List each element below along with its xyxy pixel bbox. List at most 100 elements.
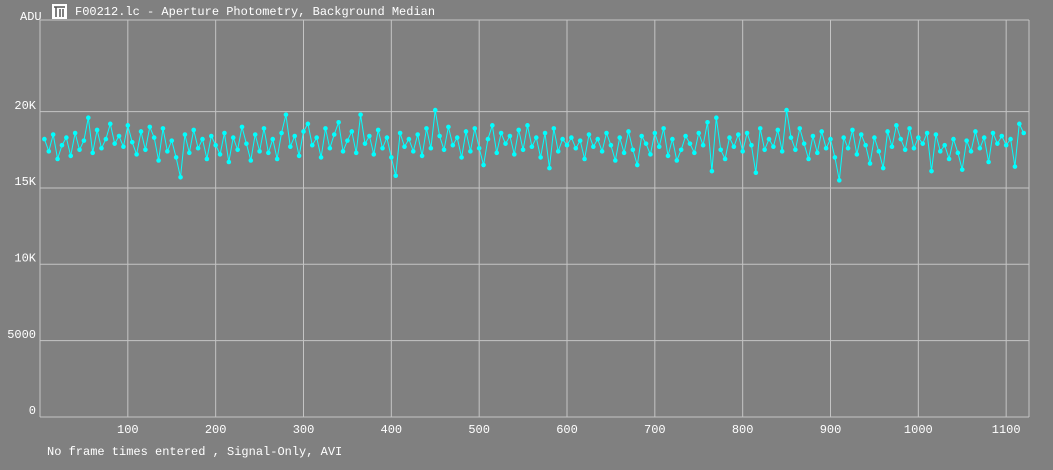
data-point	[362, 141, 368, 146]
x-tick-label: 1000	[904, 423, 933, 437]
x-tick-label: 400	[381, 423, 403, 437]
data-point	[876, 149, 882, 154]
data-point	[692, 150, 697, 156]
data-point	[283, 112, 289, 117]
data-point	[898, 136, 904, 142]
data-point	[147, 124, 153, 130]
data-point	[99, 145, 104, 151]
data-point	[973, 129, 978, 134]
data-point	[200, 136, 205, 142]
data-point	[490, 123, 495, 128]
data-point	[665, 153, 671, 159]
data-point	[577, 138, 583, 143]
data-point	[678, 147, 684, 153]
data-point	[270, 136, 276, 142]
data-point	[867, 161, 873, 166]
series-line	[43, 110, 1025, 181]
data-point	[880, 165, 886, 171]
data-point	[872, 135, 877, 140]
data-point	[964, 138, 969, 143]
data-point	[213, 142, 218, 148]
data-point	[788, 135, 794, 140]
data-point	[779, 149, 785, 154]
x-tick-label: 500	[468, 423, 490, 437]
data-point	[832, 155, 838, 160]
data-point	[951, 136, 956, 142]
status-text: No frame times entered , Signal-Only, AV…	[47, 445, 342, 459]
data-point	[367, 133, 372, 139]
y-axis-label: ADU	[20, 10, 42, 24]
data-point	[661, 126, 666, 131]
data-point	[894, 123, 899, 128]
data-point	[551, 126, 557, 131]
data-point	[929, 168, 934, 174]
data-point	[257, 149, 262, 154]
data-point	[793, 147, 798, 153]
data-point	[714, 115, 719, 121]
data-point	[955, 150, 961, 156]
data-point	[371, 152, 377, 157]
x-tick-label: 200	[205, 423, 227, 437]
data-point	[472, 126, 478, 131]
data-point	[687, 141, 693, 146]
data-point	[608, 142, 614, 148]
data-point	[643, 141, 649, 146]
data-point	[274, 156, 280, 162]
data-point	[529, 144, 535, 150]
data-point	[621, 150, 627, 156]
data-point	[999, 133, 1005, 139]
data-point	[244, 141, 249, 146]
data-point	[810, 133, 816, 139]
data-point	[990, 130, 996, 136]
data-point	[94, 127, 100, 133]
data-point	[753, 170, 759, 175]
data-point	[933, 132, 939, 137]
data-point	[226, 159, 232, 165]
data-point	[525, 123, 530, 128]
data-point	[977, 145, 983, 151]
data-point	[569, 135, 574, 140]
x-tick-label: 1100	[992, 423, 1021, 437]
data-point	[397, 130, 403, 136]
data-point	[670, 136, 675, 142]
x-tick-label: 600	[556, 423, 578, 437]
data-point	[112, 141, 117, 146]
data-point	[709, 168, 715, 174]
data-point	[911, 145, 917, 151]
data-point	[292, 133, 298, 139]
data-point	[187, 150, 192, 156]
data-point	[555, 149, 561, 154]
data-point	[222, 130, 227, 136]
data-point	[538, 155, 543, 160]
data-point	[301, 129, 306, 134]
data-point	[151, 135, 157, 140]
data-point	[735, 132, 741, 137]
data-point	[1021, 130, 1027, 136]
data-point	[77, 147, 82, 153]
data-point	[718, 147, 724, 153]
data-point	[981, 135, 987, 140]
data-point	[727, 135, 732, 140]
data-point	[916, 135, 921, 140]
data-point	[446, 124, 451, 130]
data-point	[937, 149, 943, 154]
x-tick-label: 700	[644, 423, 666, 437]
data-point	[72, 130, 78, 136]
data-point	[639, 133, 644, 139]
data-point	[450, 142, 456, 148]
data-point	[902, 147, 908, 153]
data-point	[336, 120, 341, 125]
data-point	[178, 174, 183, 180]
data-point	[705, 120, 710, 125]
data-point	[995, 141, 1000, 146]
data-point	[217, 152, 223, 157]
data-point	[959, 167, 965, 172]
data-point	[86, 115, 91, 121]
data-point	[1017, 121, 1022, 127]
data-point	[345, 138, 350, 143]
data-point	[318, 155, 324, 160]
data-point	[50, 132, 56, 137]
data-point	[279, 130, 284, 136]
data-point	[476, 145, 482, 151]
